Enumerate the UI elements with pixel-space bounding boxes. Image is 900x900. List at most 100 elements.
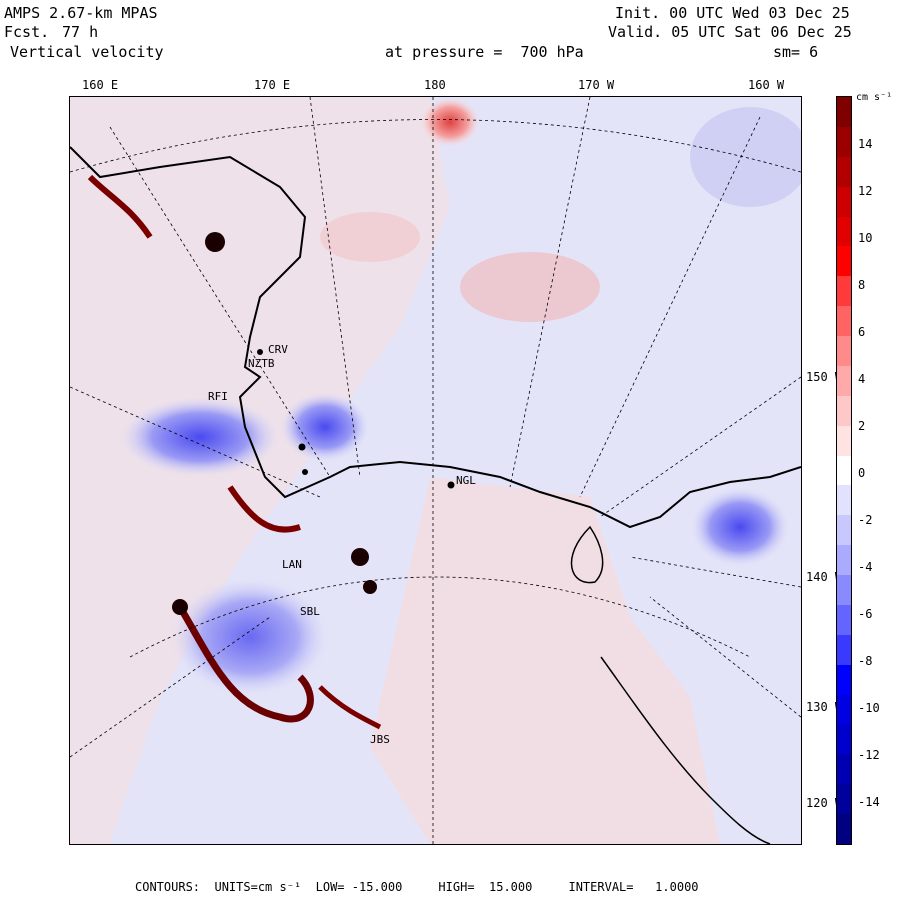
colorbar-tick-label: -8 <box>858 654 873 668</box>
blue-cell-victoria-land <box>120 397 280 477</box>
red-cell-top <box>420 97 480 147</box>
colorbar-segment <box>837 246 851 277</box>
colorbar-tick-label: 14 <box>858 137 873 151</box>
colorbar-segment <box>837 156 851 188</box>
mountain-band-central <box>227 485 301 533</box>
colorbar-segment <box>837 634 851 666</box>
pink-area-west <box>70 97 450 844</box>
forecast-hours: 77 h <box>62 23 99 41</box>
colorbar-segment <box>837 395 851 427</box>
parallel-north <box>70 119 801 173</box>
parallel-85s <box>129 576 751 658</box>
dark-cell <box>205 232 225 252</box>
pink-patch-central <box>460 252 600 322</box>
valid-time: Valid. 05 UTC Sat 06 Dec 25 <box>608 23 852 41</box>
grounding-line <box>600 656 771 844</box>
meridian-170w <box>509 97 591 488</box>
forecast-label: Fcst. <box>4 23 50 41</box>
station-label-lan: LAN <box>282 558 302 571</box>
station-label-jbs: JBS <box>370 733 390 746</box>
blue-cell-transantarctic <box>170 577 330 697</box>
colorbar-segment <box>837 425 851 457</box>
station-label-crv: CRV <box>268 343 288 356</box>
colorbar-segment <box>837 515 851 546</box>
colorbar-segment <box>837 455 851 486</box>
meridian-140w <box>629 556 801 588</box>
colorbar-tick-label: -6 <box>858 607 873 621</box>
colorbar-tick-label: -12 <box>858 748 880 762</box>
colorbar-tick-label: -14 <box>858 795 880 809</box>
pink-area-ice-shelf <box>370 477 720 844</box>
colorbar-segment <box>837 306 851 337</box>
meridian-160e <box>109 126 331 478</box>
lon-label-160w: 160 W <box>748 78 785 92</box>
lon-label-170w: 170 W <box>578 78 615 92</box>
colorbar-segment <box>837 604 851 636</box>
station-marker <box>257 349 263 355</box>
colorbar-tick-label: 2 <box>858 419 866 433</box>
smoothing-value: sm= 6 <box>773 43 819 61</box>
dark-cell <box>351 548 369 566</box>
colorbar-segment <box>837 485 851 516</box>
station-label-nztb: NZTB <box>248 357 275 370</box>
colorbar-tick-label: -4 <box>858 560 873 574</box>
meridian-130w <box>649 596 801 718</box>
variable-name: Vertical velocity <box>10 43 164 61</box>
blue-cell-east <box>690 487 790 567</box>
pressure-level: at pressure = 700 hPa <box>385 43 584 61</box>
colorbar-tick-label: 6 <box>858 325 866 339</box>
colorbar-tick-label: 10 <box>858 231 873 245</box>
coastline-roosevelt-island <box>570 525 604 584</box>
station-marker <box>447 481 455 489</box>
colorbar-segment <box>837 694 851 725</box>
coastline-ross-ice-shelf <box>70 146 801 529</box>
colorbar-tick-label: 12 <box>858 184 873 198</box>
meridian-140e <box>70 616 271 758</box>
station-marker <box>298 443 306 451</box>
meridian-170e <box>309 97 361 478</box>
station-label-rfi: RFI <box>208 390 228 403</box>
colorbar-segment <box>837 365 851 397</box>
mountain-band-beardmore <box>318 685 382 730</box>
station-label-sbl: SBL <box>300 605 320 618</box>
mountain-band-south <box>176 605 314 723</box>
mountain-band-north <box>87 174 153 239</box>
colorbar-segment <box>837 336 851 367</box>
colorbar-tick-label: 0 <box>858 466 866 480</box>
colorbar-segment <box>837 784 851 815</box>
blue-cell-ross-island <box>280 392 370 462</box>
map-canvas: CRV NZTB RFI NGL LAN SBL JBS <box>70 97 801 844</box>
dark-cell <box>172 599 188 615</box>
contour-info: CONTOURS: UNITS=cm s⁻¹ LOW= -15.000 HIGH… <box>135 880 699 894</box>
colorbar-segment <box>837 724 851 755</box>
colorbar-segment <box>837 575 851 606</box>
colorbar-segment <box>837 664 851 696</box>
colorbar-segment <box>837 97 851 128</box>
colorbar-segment <box>837 276 851 307</box>
colorbar <box>836 96 852 845</box>
colorbar-tick-label: -2 <box>858 513 873 527</box>
model-title: AMPS 2.67-km MPAS <box>4 4 158 22</box>
meridian-150w <box>599 376 801 518</box>
colorbar-segment <box>837 186 851 217</box>
colorbar-tick-label: 8 <box>858 278 866 292</box>
colorbar-unit: cm s⁻¹ <box>856 92 893 103</box>
colorbar-segment <box>837 545 851 576</box>
colorbar-segment <box>837 126 851 158</box>
colorbar-segment <box>837 754 851 785</box>
colorbar-tick-label: 4 <box>858 372 866 386</box>
station-marker <box>302 469 308 475</box>
lon-label-170e: 170 E <box>254 78 291 92</box>
colorbar-segment <box>837 814 851 845</box>
colorbar-tick-label: -10 <box>858 701 880 715</box>
station-label-ngl: NGL <box>456 474 476 487</box>
vertical-velocity-map: CRV NZTB RFI NGL LAN SBL JBS <box>69 96 802 845</box>
meridian-160w <box>579 116 761 498</box>
dark-cell <box>363 580 377 594</box>
pink-patch-north <box>320 212 420 262</box>
blue-area-northeast <box>690 107 801 207</box>
colorbar-segment <box>837 216 851 247</box>
lon-label-180: 180 <box>424 78 446 92</box>
graticule <box>70 97 801 844</box>
lon-label-160e: 160 E <box>82 78 119 92</box>
